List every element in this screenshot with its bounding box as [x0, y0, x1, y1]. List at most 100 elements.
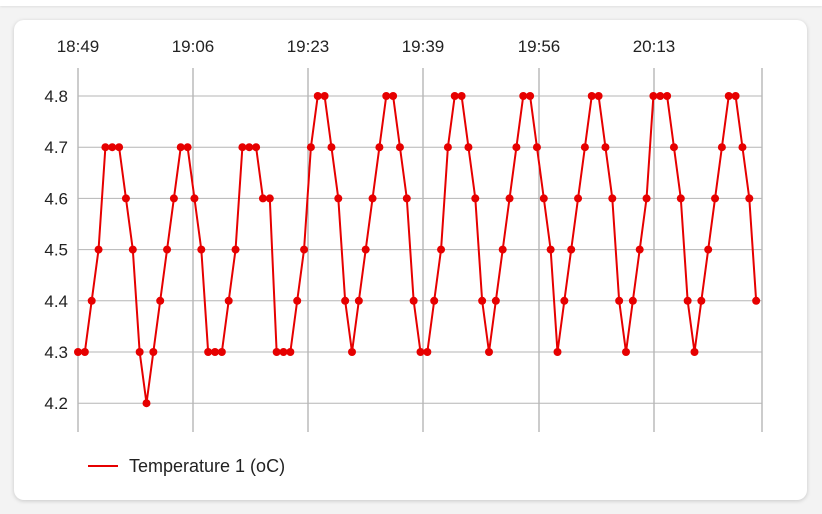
- data-point[interactable]: [327, 143, 336, 152]
- data-point[interactable]: [704, 245, 713, 254]
- data-point[interactable]: [697, 296, 706, 305]
- data-point[interactable]: [512, 143, 521, 152]
- data-point[interactable]: [656, 92, 665, 100]
- data-point[interactable]: [745, 194, 754, 203]
- data-point[interactable]: [649, 92, 658, 100]
- data-point[interactable]: [587, 92, 596, 100]
- data-point[interactable]: [354, 296, 363, 305]
- data-point[interactable]: [163, 245, 172, 254]
- data-point[interactable]: [669, 143, 678, 152]
- data-point[interactable]: [286, 348, 295, 356]
- data-point[interactable]: [437, 245, 446, 254]
- data-point[interactable]: [204, 348, 213, 356]
- data-point[interactable]: [635, 245, 644, 254]
- data-point[interactable]: [176, 143, 185, 152]
- data-point[interactable]: [149, 348, 158, 356]
- data-point[interactable]: [608, 194, 617, 203]
- data-point[interactable]: [601, 143, 610, 152]
- data-point[interactable]: [135, 348, 144, 356]
- data-point[interactable]: [395, 143, 404, 152]
- data-point[interactable]: [382, 92, 391, 100]
- data-point[interactable]: [574, 194, 583, 203]
- data-point[interactable]: [156, 296, 165, 305]
- data-point[interactable]: [450, 92, 459, 100]
- legend[interactable]: Temperature 1 (oC): [88, 456, 285, 476]
- data-point[interactable]: [402, 194, 411, 203]
- data-point[interactable]: [471, 194, 480, 203]
- data-point[interactable]: [272, 348, 281, 356]
- data-point[interactable]: [217, 348, 226, 356]
- data-point[interactable]: [443, 143, 452, 152]
- data-point[interactable]: [279, 348, 288, 356]
- data-point[interactable]: [341, 296, 350, 305]
- data-point[interactable]: [464, 143, 473, 152]
- data-point[interactable]: [115, 143, 124, 152]
- data-point[interactable]: [628, 296, 637, 305]
- data-point[interactable]: [293, 296, 302, 305]
- data-point[interactable]: [683, 296, 692, 305]
- data-point[interactable]: [238, 143, 247, 152]
- data-point[interactable]: [430, 296, 439, 305]
- data-point[interactable]: [224, 296, 233, 305]
- data-point[interactable]: [94, 245, 103, 254]
- data-point[interactable]: [265, 194, 274, 203]
- data-point[interactable]: [375, 143, 384, 152]
- data-point[interactable]: [539, 194, 548, 203]
- data-point[interactable]: [190, 194, 199, 203]
- data-point[interactable]: [519, 92, 528, 100]
- data-point[interactable]: [553, 348, 562, 356]
- data-point[interactable]: [717, 143, 726, 152]
- data-point[interactable]: [622, 348, 630, 356]
- data-point[interactable]: [457, 92, 466, 100]
- data-point[interactable]: [409, 296, 418, 305]
- data-point[interactable]: [121, 194, 130, 203]
- data-point[interactable]: [389, 92, 398, 100]
- data-point[interactable]: [724, 92, 733, 100]
- data-point[interactable]: [711, 194, 720, 203]
- data-point[interactable]: [731, 92, 740, 100]
- data-point[interactable]: [361, 245, 370, 254]
- data-point[interactable]: [258, 194, 267, 203]
- data-point[interactable]: [416, 348, 425, 356]
- data-point[interactable]: [334, 194, 343, 203]
- data-point[interactable]: [142, 399, 151, 408]
- data-point[interactable]: [423, 348, 432, 356]
- data-point[interactable]: [306, 143, 315, 152]
- data-point[interactable]: [245, 143, 254, 152]
- data-point[interactable]: [169, 194, 178, 203]
- data-point[interactable]: [313, 92, 322, 100]
- data-point[interactable]: [87, 296, 96, 305]
- data-point[interactable]: [642, 194, 651, 203]
- data-point[interactable]: [252, 143, 261, 152]
- data-point[interactable]: [594, 92, 603, 100]
- data-point[interactable]: [108, 143, 117, 152]
- data-point[interactable]: [320, 92, 329, 100]
- data-point[interactable]: [183, 143, 192, 152]
- data-point[interactable]: [101, 143, 110, 152]
- data-point[interactable]: [348, 348, 356, 356]
- data-point[interactable]: [80, 348, 89, 356]
- data-point[interactable]: [580, 143, 589, 152]
- data-point[interactable]: [663, 92, 672, 100]
- data-point[interactable]: [368, 194, 377, 203]
- data-point[interactable]: [690, 348, 699, 356]
- data-point[interactable]: [738, 143, 747, 152]
- data-point[interactable]: [567, 245, 576, 254]
- data-point[interactable]: [546, 245, 555, 254]
- data-point[interactable]: [526, 92, 535, 100]
- data-point[interactable]: [300, 245, 309, 254]
- data-point[interactable]: [128, 245, 137, 254]
- data-point[interactable]: [532, 143, 541, 152]
- data-point[interactable]: [491, 296, 500, 305]
- data-point[interactable]: [485, 348, 493, 356]
- data-point[interactable]: [231, 245, 240, 254]
- data-point[interactable]: [498, 245, 507, 254]
- data-point[interactable]: [74, 348, 82, 356]
- data-point[interactable]: [505, 194, 514, 203]
- data-point[interactable]: [197, 245, 206, 254]
- data-point[interactable]: [615, 296, 624, 305]
- data-point[interactable]: [211, 348, 219, 356]
- data-point[interactable]: [676, 194, 685, 203]
- data-point[interactable]: [478, 296, 487, 305]
- data-point[interactable]: [560, 296, 569, 305]
